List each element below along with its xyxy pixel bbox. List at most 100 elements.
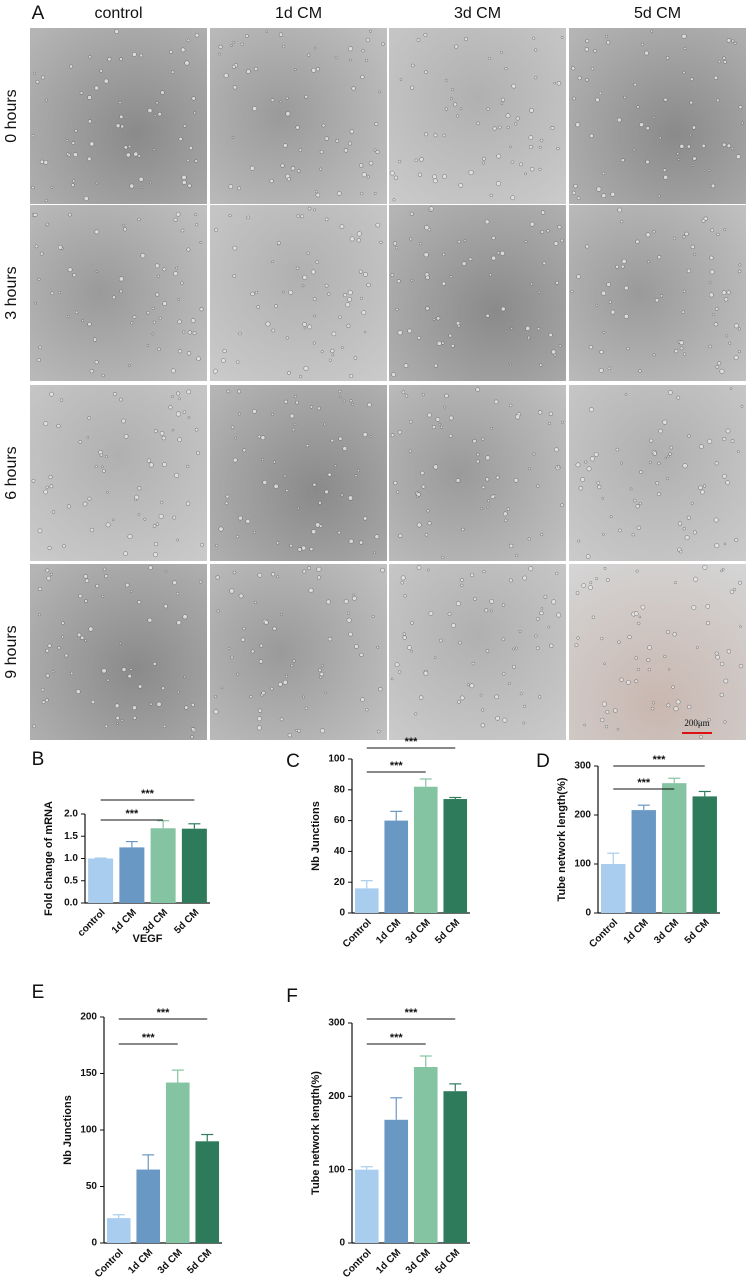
x-tick-label: 1d CM	[126, 1247, 155, 1276]
cell	[427, 521, 432, 526]
cell	[509, 363, 512, 367]
cell	[349, 236, 355, 242]
cell	[648, 460, 652, 464]
y-tick-label: 60	[334, 815, 346, 826]
cell	[43, 489, 49, 495]
y-axis-label: Tube network length(%)	[310, 1071, 322, 1195]
cell	[299, 374, 303, 379]
cell	[679, 340, 684, 346]
cell	[589, 581, 593, 585]
cell	[121, 667, 127, 672]
bar	[662, 783, 687, 913]
microscopy-image	[389, 385, 566, 561]
cell	[397, 330, 403, 336]
x-tick-label: 3d CM	[404, 1247, 433, 1276]
cell	[589, 133, 594, 139]
y-tick-label: 1.0	[64, 853, 78, 864]
cell	[539, 363, 543, 367]
cell	[682, 70, 686, 75]
cell	[256, 716, 262, 722]
significance-label: ***	[125, 808, 139, 820]
y-axis-label: Fold change of mRNA	[43, 801, 55, 916]
cell	[170, 70, 175, 74]
cell	[634, 656, 638, 660]
cell	[49, 572, 53, 576]
cell	[316, 575, 322, 580]
cell	[360, 296, 363, 300]
cell	[335, 139, 340, 143]
cell	[182, 410, 187, 415]
cell	[640, 604, 646, 610]
cell	[515, 116, 520, 121]
cell	[493, 399, 499, 405]
cell	[394, 662, 400, 668]
cell	[157, 112, 162, 117]
cell	[482, 156, 486, 161]
cell	[223, 73, 229, 79]
cell	[349, 129, 355, 134]
cell	[306, 251, 310, 255]
cell	[237, 389, 242, 394]
cell	[710, 183, 716, 189]
cell	[279, 100, 283, 104]
cell	[443, 405, 447, 409]
cell	[726, 290, 731, 295]
cell	[321, 123, 326, 128]
cell	[232, 274, 237, 278]
cell	[672, 236, 677, 240]
cell	[501, 603, 506, 607]
cell	[316, 566, 322, 572]
cell	[104, 724, 108, 729]
cell	[502, 717, 508, 723]
cell	[537, 290, 541, 294]
cell	[231, 64, 236, 69]
cell	[681, 33, 687, 39]
cell	[172, 515, 177, 520]
cell	[515, 646, 518, 650]
cell	[585, 244, 590, 249]
cell	[540, 607, 544, 610]
cell	[318, 668, 322, 673]
cell	[708, 281, 712, 284]
cell	[153, 429, 158, 434]
cell	[41, 75, 46, 80]
cell	[409, 237, 413, 241]
cell	[125, 582, 130, 588]
cell	[245, 518, 251, 524]
cell	[522, 721, 526, 725]
cell	[315, 522, 321, 528]
cell	[315, 192, 321, 198]
cell	[504, 518, 508, 523]
cell	[677, 158, 681, 161]
cell	[740, 121, 744, 125]
cell	[721, 567, 725, 571]
cell	[147, 108, 153, 113]
cell	[71, 183, 75, 187]
cell	[230, 44, 233, 47]
cell	[152, 661, 157, 666]
cell	[173, 271, 179, 277]
cell	[99, 69, 103, 73]
cell	[397, 670, 402, 674]
panel-label: A	[32, 3, 45, 24]
cell	[73, 152, 78, 158]
cell	[712, 312, 716, 316]
cell	[469, 572, 475, 578]
cell	[313, 208, 317, 212]
cell	[463, 37, 468, 42]
cell	[402, 632, 407, 636]
cell	[449, 275, 453, 279]
cell	[606, 40, 611, 45]
cell	[118, 276, 124, 282]
cell	[127, 534, 133, 540]
bar	[181, 828, 207, 903]
cell	[297, 547, 302, 552]
cell	[318, 501, 322, 505]
cell	[586, 466, 592, 472]
cell	[532, 36, 536, 40]
cell	[240, 42, 244, 46]
y-tick-label: 150	[80, 1068, 97, 1079]
cell	[43, 160, 49, 165]
cell	[303, 365, 309, 371]
cell	[49, 484, 54, 489]
